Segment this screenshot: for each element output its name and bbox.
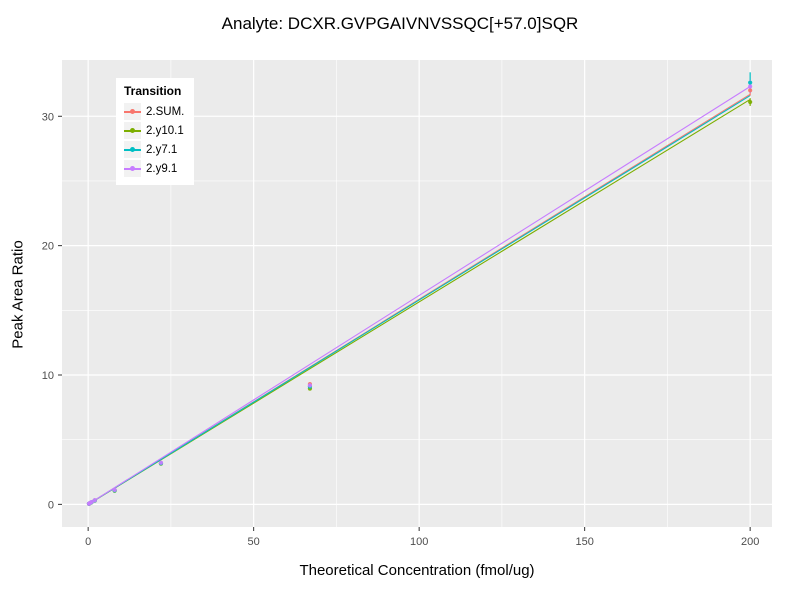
y-axis-label: Peak Area Ratio bbox=[9, 240, 27, 349]
legend-title: Transition bbox=[124, 84, 182, 98]
legend-entry: 2.y7.1 bbox=[124, 140, 184, 159]
legend-label: 2.SUM. bbox=[146, 105, 185, 118]
legend-key-icon bbox=[124, 103, 141, 120]
legend-entry: 2.y10.1 bbox=[124, 121, 184, 140]
svg-text:100: 100 bbox=[410, 536, 428, 548]
svg-text:0: 0 bbox=[48, 499, 54, 511]
legend-key-icon bbox=[124, 141, 141, 158]
svg-text:10: 10 bbox=[42, 370, 54, 382]
svg-text:20: 20 bbox=[42, 241, 54, 253]
chart-title: Analyte: DCXR.GVPGAIVNVSSQC[+57.0]SQR bbox=[221, 14, 579, 33]
legend-label: 2.y7.1 bbox=[146, 143, 178, 156]
legend-entry: 2.y9.1 bbox=[124, 159, 184, 178]
svg-text:150: 150 bbox=[575, 536, 593, 548]
svg-text:30: 30 bbox=[42, 111, 54, 123]
legend-key-icon bbox=[124, 122, 141, 139]
svg-text:0: 0 bbox=[85, 536, 91, 548]
legend-key-icon bbox=[124, 160, 141, 177]
x-axis-label: Theoretical Concentration (fmol/ug) bbox=[299, 562, 535, 579]
legend: Transition 2.SUM. 2.y10.1 2.y7.1 2.y9.1 bbox=[116, 78, 195, 185]
svg-text:200: 200 bbox=[741, 536, 759, 548]
svg-text:50: 50 bbox=[248, 536, 260, 548]
legend-label: 2.y10.1 bbox=[146, 124, 184, 137]
legend-entry: 2.SUM. bbox=[124, 102, 184, 121]
legend-label: 2.y9.1 bbox=[146, 162, 178, 175]
